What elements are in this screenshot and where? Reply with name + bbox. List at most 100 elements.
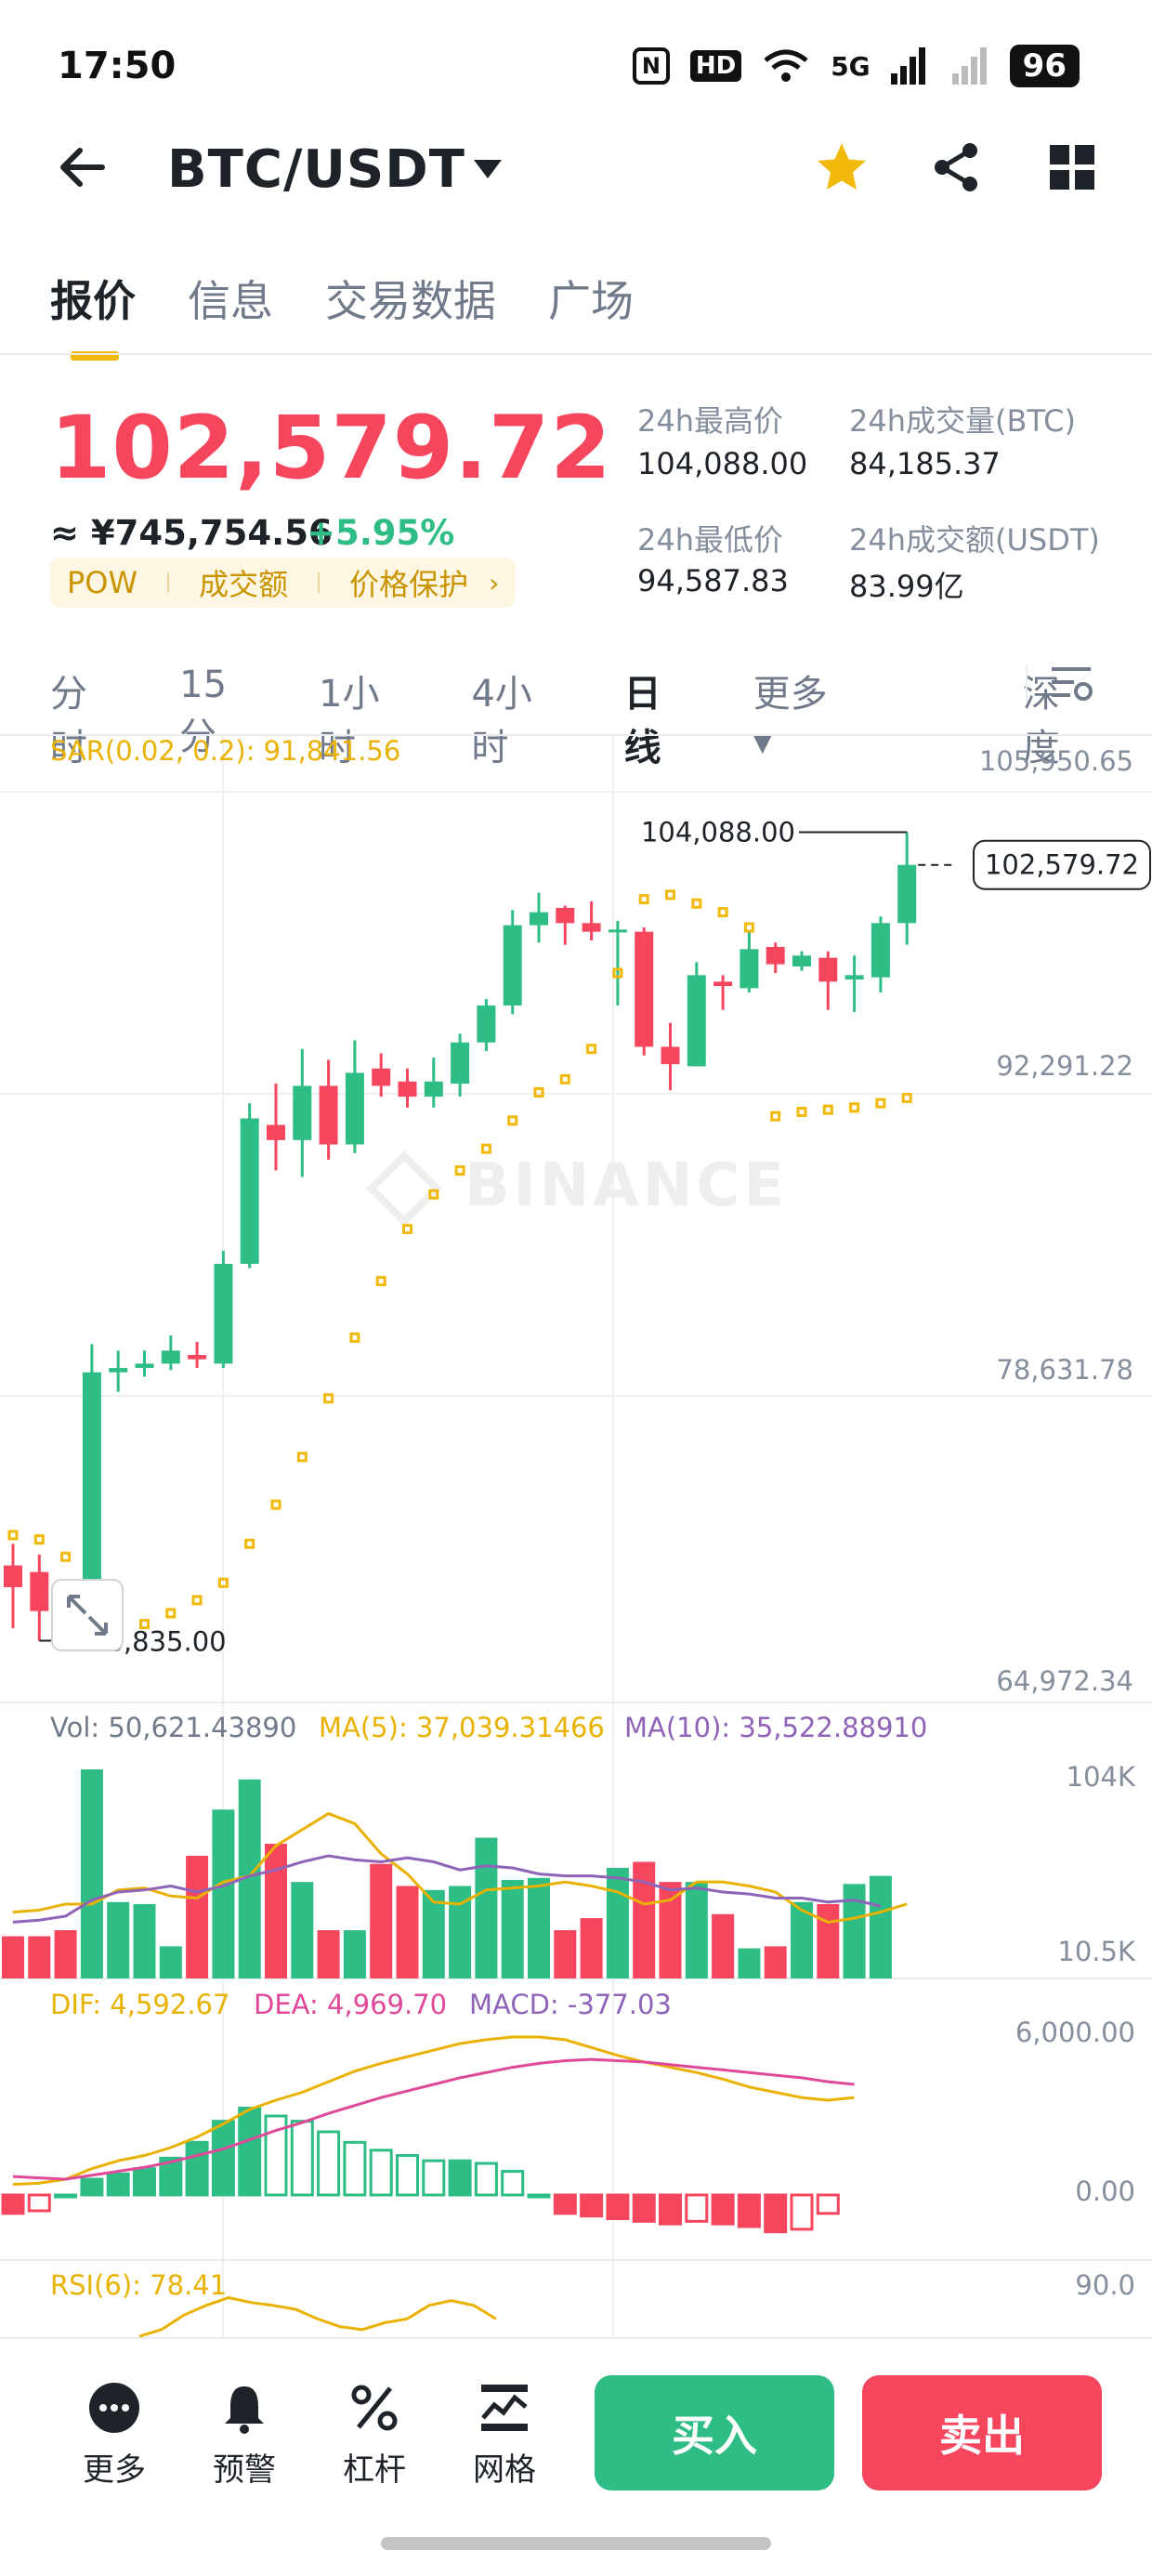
volume-bar (396, 1886, 419, 1978)
volume-bar (2, 1936, 24, 1978)
sar-dot (691, 898, 702, 909)
sar-dot (323, 1393, 334, 1404)
tag-pow[interactable]: POW (67, 565, 138, 600)
low-value: 94,587.83 (637, 563, 789, 598)
more-label: 更多 (83, 2451, 146, 2489)
price-axis-label: 92,291.22 (996, 1050, 1133, 1082)
period-timeline[interactable]: 分时 (50, 673, 87, 769)
volume-bar (843, 1884, 866, 1978)
volume-bar (738, 1948, 761, 1978)
candle-body (792, 955, 811, 967)
watermark: BINANCE (465, 1151, 788, 1220)
leverage-label: 杠杆 (343, 2451, 406, 2489)
volume-bar (869, 1875, 892, 1978)
chevron-down-icon[interactable] (472, 158, 504, 180)
battery-level: 96 (1009, 45, 1080, 87)
macd-bar (606, 2193, 630, 2220)
tag-turnover[interactable]: 成交额 (199, 567, 289, 602)
leverage-button[interactable]: 杠杆 (333, 2381, 416, 2490)
sar-dot (559, 1073, 570, 1084)
sell-button[interactable]: 卖出 (862, 2375, 1102, 2491)
vol-usdt-label: 24h成交额(USDT) (849, 522, 1100, 558)
sar-dot (533, 1086, 544, 1097)
periods-divider (0, 734, 1152, 736)
candle-body (871, 923, 890, 978)
ma5-label: MA(5): 37,039.31466 (319, 1712, 605, 1743)
volume-bar (817, 1903, 840, 1978)
back-arrow-icon[interactable] (54, 139, 110, 195)
more-button[interactable]: 更多 (72, 2381, 156, 2490)
grid-layout-icon[interactable] (1044, 139, 1100, 195)
period-1d[interactable]: 日线 (623, 673, 661, 769)
candle-body (372, 1068, 391, 1086)
period-more-label: 更多 (753, 673, 828, 716)
sar-dot (717, 907, 728, 918)
kline-chart[interactable]: BINANCE 105,950.65 92,291.22 78,631.78 64,97… (0, 736, 1152, 2337)
alert-button[interactable]: 预警 (203, 2381, 286, 2490)
buy-button[interactable]: 买入 (595, 2375, 834, 2491)
sar-dot (901, 1092, 912, 1103)
sar-dot (7, 1530, 19, 1541)
last-price: 102,579.72 (50, 398, 612, 499)
dea-line (12, 2057, 855, 2181)
share-icon[interactable] (929, 139, 985, 195)
candle-body (240, 1118, 259, 1264)
macd-bar (238, 2107, 262, 2197)
sar-dot (217, 1577, 229, 1588)
macd-bar (711, 2193, 735, 2226)
volume-bar (659, 1882, 682, 1978)
tab-square[interactable]: 广场 (548, 276, 634, 326)
macd-bar (343, 2140, 367, 2197)
grid-label: 网格 (473, 2451, 536, 2489)
period-15m[interactable]: 15分 (179, 664, 228, 758)
volume-bar (685, 1882, 708, 1978)
volume-bar (554, 1930, 577, 1978)
candle-body (556, 907, 575, 924)
indicator-settings-icon[interactable] (1048, 662, 1094, 706)
candle-body (135, 1363, 154, 1369)
sar-dot (60, 1551, 72, 1562)
macd-bar (422, 2159, 446, 2197)
candle-body (398, 1081, 417, 1097)
tag-price-protect[interactable]: 价格保护 (349, 567, 469, 602)
candle-body (345, 1072, 364, 1145)
tab-info[interactable]: 信息 (188, 276, 273, 326)
period-4h[interactable]: 4小时 (471, 673, 532, 769)
grid-button[interactable]: 网格 (463, 2381, 546, 2490)
volume-bar (712, 1913, 735, 1978)
macd-bar (790, 2193, 814, 2231)
wifi-icon (764, 49, 808, 82)
period-1h[interactable]: 1小时 (319, 673, 380, 769)
tab-trading-data[interactable]: 交易数据 (325, 276, 496, 326)
candle-body (319, 1085, 338, 1145)
percent-icon (351, 2385, 398, 2431)
volume-bar (633, 1861, 656, 1978)
sar-dot (743, 922, 754, 933)
macd-bar (764, 2193, 788, 2234)
status-icons: N HD 5G 96 (632, 45, 1080, 87)
fullscreen-button (51, 1579, 124, 1651)
binance-logo-icon (365, 1150, 443, 1228)
star-icon[interactable] (814, 139, 870, 195)
tag-bar[interactable]: POW 成交额 价格保护 › (50, 558, 517, 608)
status-time: 17:50 (58, 45, 177, 87)
volume-bar (475, 1837, 498, 1978)
sar-dot (770, 1111, 781, 1122)
tab-quote[interactable]: 报价 (50, 268, 136, 361)
pair-title[interactable]: BTC/USDT (167, 139, 465, 200)
sar-dot (507, 1115, 518, 1126)
candle-body (635, 931, 654, 1047)
macd-bar (816, 2193, 840, 2215)
sar-dot (638, 894, 649, 905)
candle-body (30, 1571, 49, 1611)
period-more[interactable]: 更多 ▼ (753, 664, 967, 771)
volume-bar (422, 1889, 445, 1978)
period-tabs: 分时 15分 1小时 4小时 日线 更多 ▼ 深度 (50, 664, 1152, 771)
top-tabs: 报价 信息 交易数据 广场 (50, 268, 634, 361)
ma5-line (12, 1811, 908, 1924)
sar-dot (586, 1044, 597, 1055)
candle-body (766, 946, 785, 965)
high-value: 104,088.00 (637, 446, 808, 481)
macd-bar (264, 2114, 288, 2197)
home-indicator[interactable] (381, 2537, 771, 2550)
